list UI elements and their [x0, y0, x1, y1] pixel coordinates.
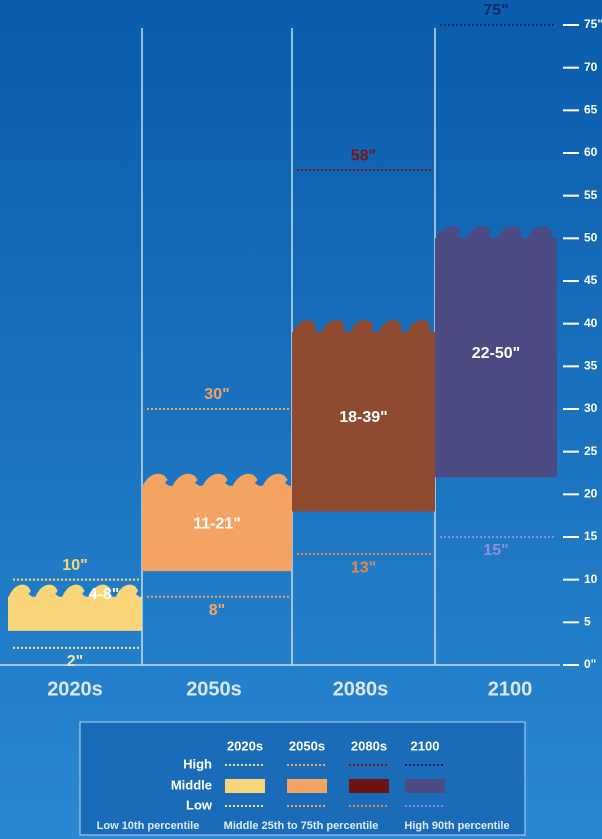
legend-swatch	[225, 779, 265, 793]
range-label: 22-50"	[472, 345, 521, 362]
y-tick-label: 20	[584, 487, 598, 501]
legend-swatch	[287, 779, 327, 793]
low-label: 2"	[67, 653, 83, 670]
wave-crest	[435, 226, 557, 243]
legend-swatch	[349, 779, 389, 793]
range-label: 4-8"	[89, 586, 120, 603]
legend-note: Middle 25th to 75th percentile	[224, 820, 379, 832]
x-tick-label: 2050s	[186, 678, 242, 700]
low-label: 15"	[483, 542, 508, 559]
y-tick-label: 45	[584, 273, 598, 287]
y-tick-label: 50	[584, 231, 598, 245]
legend-label: High	[183, 756, 212, 771]
y-tick-label: 65	[584, 103, 598, 117]
y-tick-label: 30	[584, 401, 598, 415]
range-bar	[292, 332, 435, 512]
y-tick-label: 15	[584, 529, 598, 543]
range-bar	[435, 238, 557, 478]
wave-crest	[8, 584, 142, 601]
y-tick-label: 25	[584, 444, 598, 458]
x-tick-label: 2080s	[333, 678, 389, 700]
legend-header: 2100	[411, 738, 440, 753]
y-tick-label: 75"	[584, 17, 602, 31]
legend-header: 2020s	[227, 738, 263, 753]
y-tick-label: 10	[584, 572, 598, 586]
legend-swatch	[405, 779, 445, 793]
legend-note: High 90th percentile	[404, 820, 509, 832]
y-tick-label: 55	[584, 188, 598, 202]
low-label: 8"	[209, 602, 225, 619]
legend-header: 2080s	[351, 738, 387, 753]
y-tick-label: 70	[584, 60, 598, 74]
high-label: 10"	[62, 557, 87, 574]
high-label: 75"	[483, 2, 508, 19]
range-bar	[142, 485, 292, 572]
x-tick-label: 2020s	[47, 678, 103, 700]
x-tick-label: 2100	[488, 678, 533, 700]
range-bar	[8, 596, 142, 631]
high-label: 58"	[351, 147, 376, 164]
legend-label: Middle	[171, 777, 212, 792]
legend-note: Low 10th percentile	[97, 820, 200, 832]
y-tick-label: 5	[584, 615, 591, 629]
low-label: 13"	[351, 559, 376, 576]
high-label: 30"	[204, 386, 229, 403]
y-tick-label: 0"	[584, 657, 596, 671]
legend-header: 2050s	[289, 738, 325, 753]
wave-crest	[292, 320, 435, 337]
wave-crest	[142, 473, 292, 490]
range-label: 18-39"	[339, 409, 388, 426]
y-tick-label: 35	[584, 359, 598, 373]
legend-label: Low	[186, 797, 213, 812]
legend-box	[79, 721, 526, 836]
y-tick-label: 60	[584, 145, 598, 159]
y-tick-label: 40	[584, 316, 598, 330]
range-label: 11-21"	[193, 516, 241, 533]
